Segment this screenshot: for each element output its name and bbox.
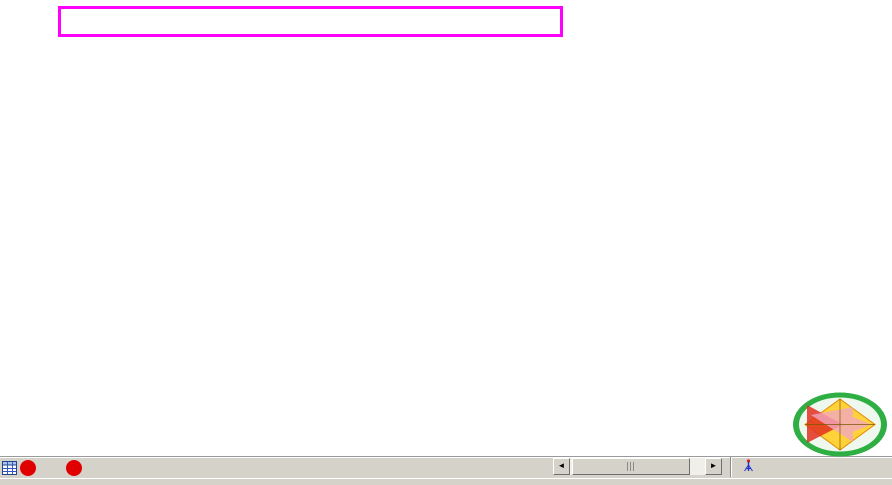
horizontal-scrollbar[interactable]: ◄ ► — [553, 458, 722, 475]
market-table-icon[interactable] — [2, 460, 18, 476]
tick-panel-toggle[interactable] — [730, 457, 892, 477]
bottom-strip — [0, 478, 892, 485]
antenna-icon — [741, 458, 756, 476]
channel-indicator-box — [58, 6, 563, 37]
shenzhen-market-icon[interactable] — [66, 459, 82, 476]
scroll-right-button[interactable]: ► — [705, 458, 722, 475]
scroll-left-button[interactable]: ◄ — [553, 458, 570, 475]
gann360-logo — [791, 391, 889, 463]
scroll-thumb[interactable] — [572, 458, 690, 475]
shanghai-market-icon[interactable] — [20, 459, 36, 476]
